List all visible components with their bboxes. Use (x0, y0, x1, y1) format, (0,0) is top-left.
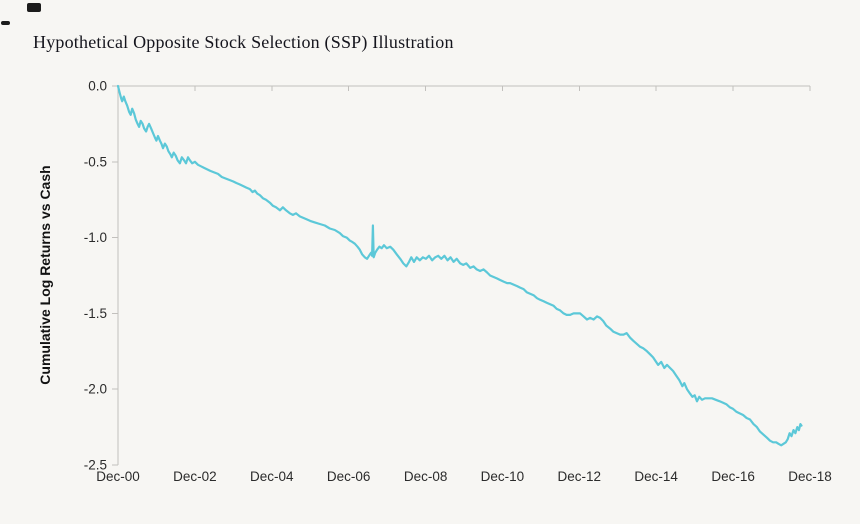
x-tick-label: Dec-14 (634, 469, 678, 484)
y-tick-label: -2.0 (84, 382, 107, 397)
x-tick-label: Dec-16 (711, 469, 755, 484)
y-tick-label: -1.0 (84, 230, 107, 245)
y-tick-label: -0.5 (84, 154, 107, 169)
x-tick-label: Dec-06 (327, 469, 371, 484)
x-tick-label: Dec-04 (250, 469, 294, 484)
x-tick-label: Dec-08 (404, 469, 448, 484)
x-tick-label: Dec-00 (96, 469, 140, 484)
data-series-line (116, 84, 803, 447)
y-tick-label: -2.5 (84, 458, 107, 473)
x-tick-label: Dec-12 (558, 469, 602, 484)
y-tick-label: 0.0 (88, 79, 107, 94)
y-tick-label: -1.5 (84, 306, 107, 321)
x-tick-label: Dec-02 (173, 469, 217, 484)
x-tick-label: Dec-10 (481, 469, 525, 484)
watermark-artifact-2 (1, 21, 10, 25)
watermark-artifact-1 (27, 3, 41, 12)
chart-title: Hypothetical Opposite Stock Selection (S… (33, 32, 454, 52)
x-tick-label: Dec-18 (788, 469, 832, 484)
